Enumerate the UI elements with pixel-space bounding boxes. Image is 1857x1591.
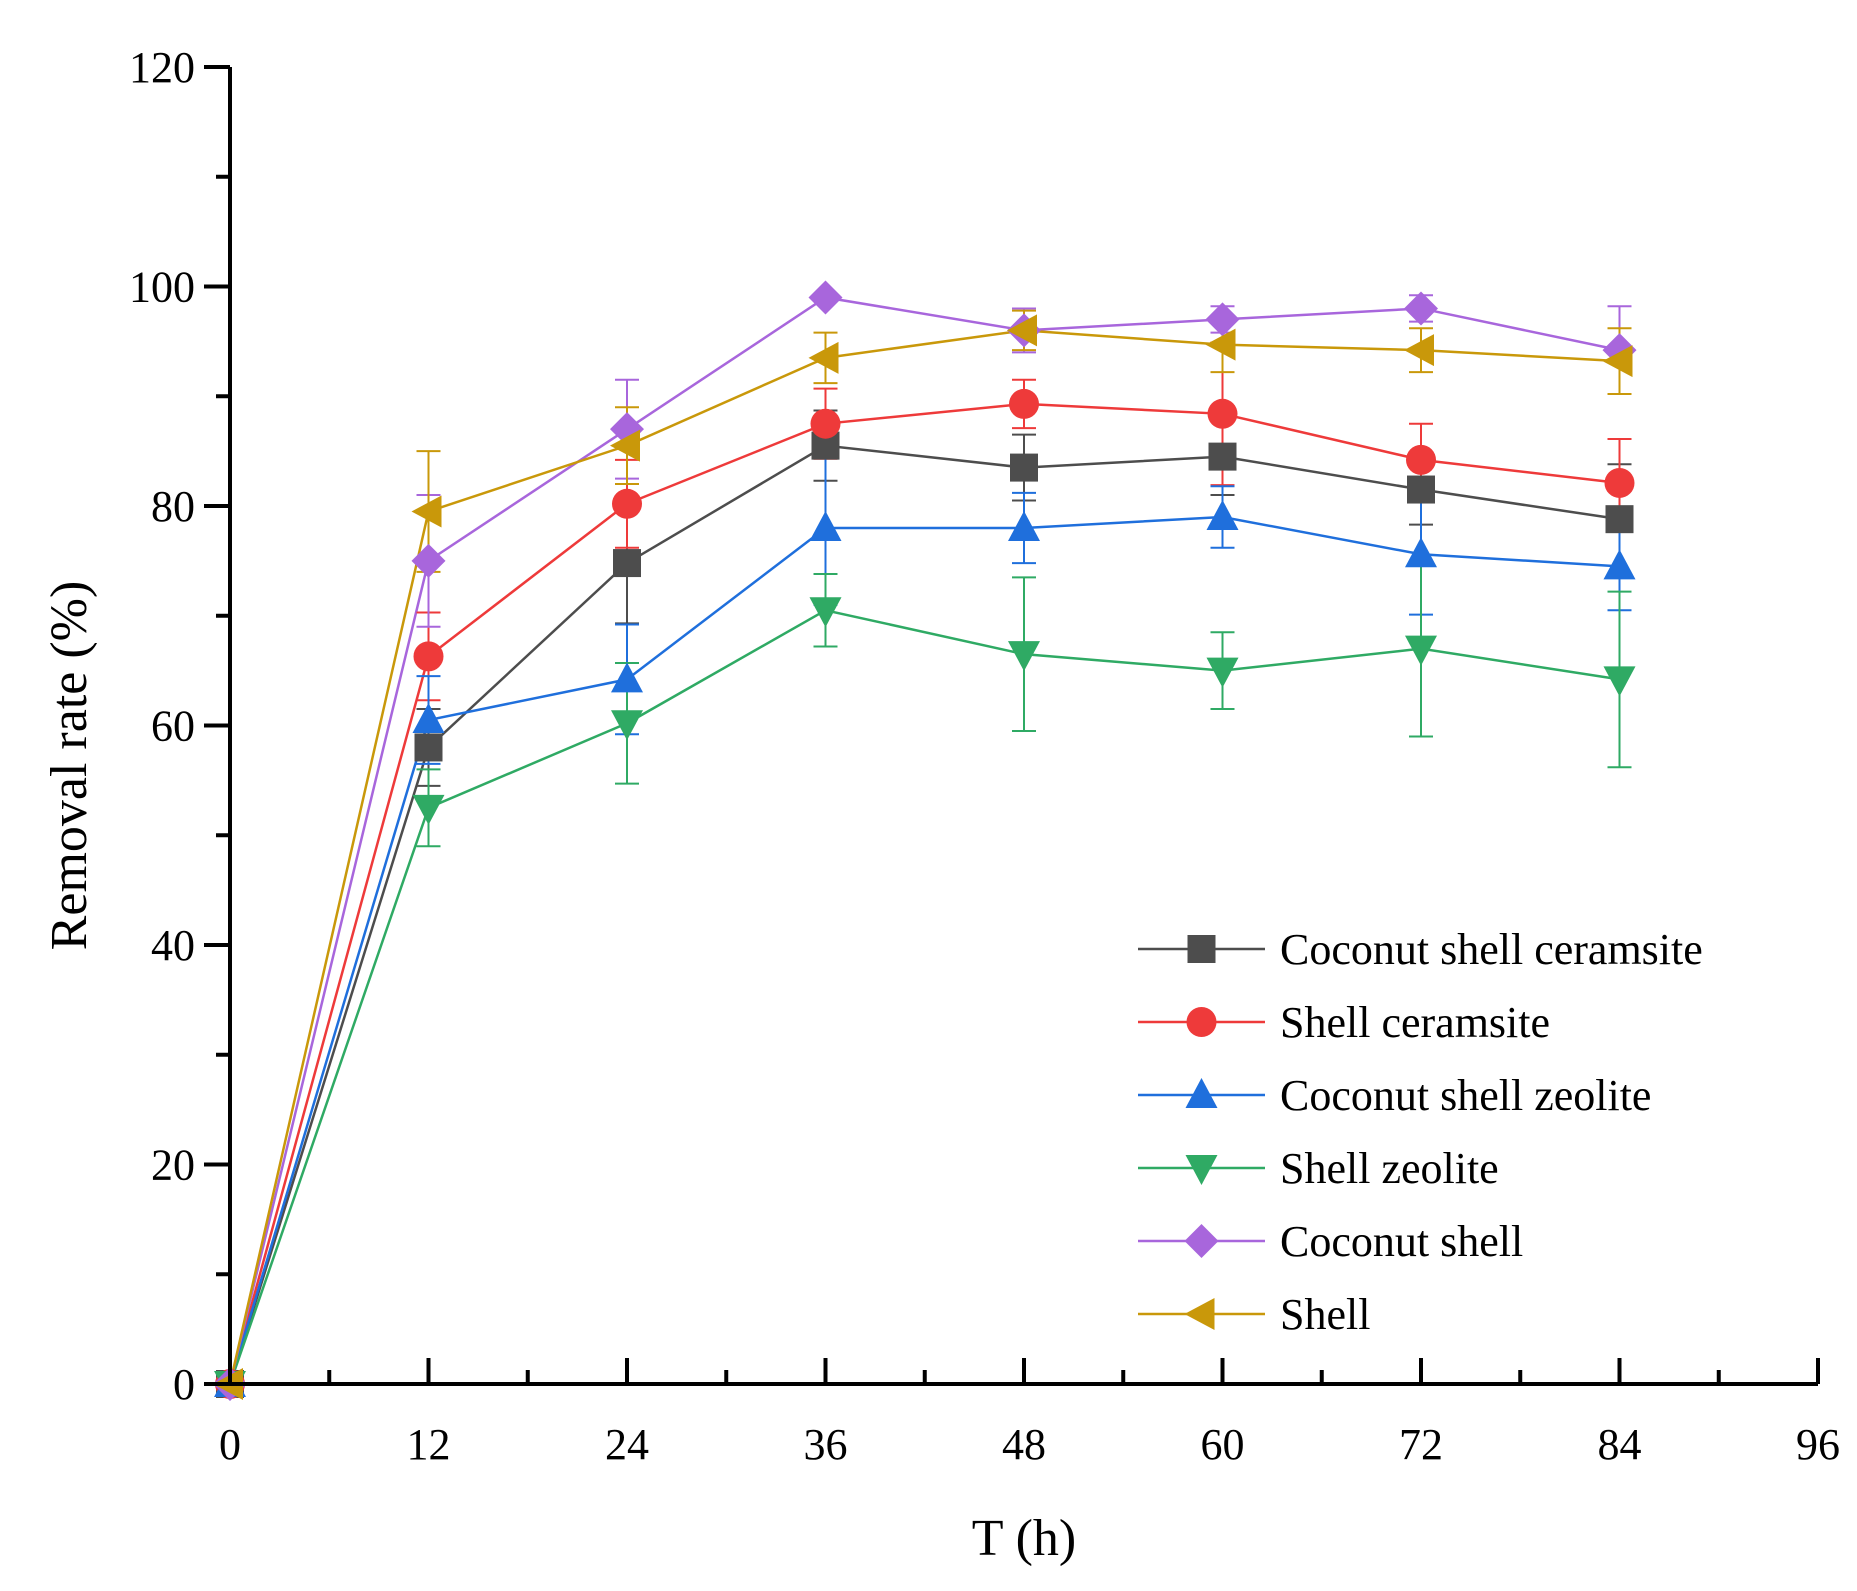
x-tick-label: 24	[605, 1420, 649, 1469]
legend: Coconut shell ceramsite Shell ceramsite Co…	[1138, 925, 1703, 1339]
series-line	[228, 402, 1620, 1385]
legend-label: Coconut shell ceramsite	[1280, 925, 1703, 974]
data-point	[411, 495, 442, 528]
legend-label: Coconut shell zeolite	[1280, 1071, 1651, 1120]
series-line	[228, 329, 1620, 1385]
data-point	[809, 597, 842, 628]
y-tick-label: 80	[151, 482, 195, 531]
data-point	[412, 794, 445, 825]
data-point	[413, 641, 444, 672]
data-point	[1009, 388, 1039, 419]
legend-item: Coconut shell	[1138, 1217, 1523, 1266]
legend-item: Coconut shell ceramsite	[1138, 925, 1703, 974]
data-point	[1404, 291, 1438, 326]
data-point	[1405, 537, 1437, 568]
y-tick-label: 100	[129, 263, 195, 312]
data-point	[611, 662, 643, 693]
series-lines	[228, 296, 1620, 1385]
legend-marker	[1184, 1224, 1219, 1258]
x-ticks: 0 12 24 36 48 60 72 84 96	[219, 1358, 1840, 1469]
legend-label: Shell zeolite	[1280, 1144, 1499, 1193]
data-point	[1008, 641, 1040, 672]
data-point	[1602, 345, 1633, 378]
data-point	[411, 543, 446, 578]
data-point	[610, 429, 640, 462]
data-point	[1207, 398, 1238, 429]
y-tick-label: 20	[151, 1141, 195, 1190]
data-point	[1008, 510, 1040, 541]
data-point	[1205, 302, 1240, 337]
data-point	[1603, 549, 1636, 580]
series-line	[228, 608, 1620, 1385]
x-axis-title: T (h)	[972, 1510, 1076, 1567]
data-point	[612, 488, 642, 519]
data-point	[1406, 444, 1436, 475]
data-point	[1603, 666, 1636, 697]
data-point	[1206, 499, 1239, 530]
data-point	[1605, 505, 1634, 534]
series-line	[228, 515, 1620, 1385]
x-tick-label: 96	[1796, 1420, 1840, 1469]
legend-marker	[1185, 1078, 1218, 1108]
data-point	[1206, 657, 1239, 688]
legend-item: Shell zeolite	[1138, 1144, 1499, 1193]
y-ticks: 0 20 40 60 80 100 120	[129, 43, 230, 1409]
data-point	[808, 341, 839, 374]
axes: 0 12 24 36 48 60 72 84 96 0 20 40 60 80 100 120	[129, 43, 1840, 1469]
series-line	[228, 296, 1620, 1385]
data-point	[1208, 442, 1237, 471]
y-tick-label: 60	[151, 702, 195, 751]
data-point	[1404, 334, 1434, 367]
legend-label: Shell ceramsite	[1280, 998, 1550, 1047]
legend-item: Shell ceramsite	[1138, 998, 1550, 1047]
legend-item: Shell	[1138, 1290, 1370, 1339]
legend-marker	[1186, 1007, 1217, 1037]
legend-marker	[1185, 1155, 1218, 1185]
error-bars	[416, 294, 1632, 848]
x-tick-label: 84	[1598, 1420, 1642, 1469]
data-point	[1010, 453, 1038, 482]
legend-item: Coconut shell zeolite	[1138, 1071, 1651, 1120]
y-axis-title: Removal rate (%)	[41, 581, 98, 951]
y-tick-label: 40	[151, 921, 195, 970]
data-point	[1205, 328, 1236, 361]
data-point	[1604, 467, 1635, 498]
series-line	[228, 444, 1620, 1385]
y-tick-label: 0	[173, 1360, 195, 1409]
data-point	[414, 733, 443, 762]
y-tick-label: 120	[129, 43, 195, 92]
data-point	[1007, 314, 1037, 347]
data-point	[808, 280, 843, 315]
x-tick-label: 0	[219, 1420, 241, 1469]
data-point	[611, 710, 643, 741]
x-tick-label: 36	[804, 1420, 848, 1469]
legend-label: Coconut shell	[1280, 1217, 1523, 1266]
data-point	[810, 408, 841, 439]
data-point	[1407, 475, 1435, 504]
legend-label: Shell	[1280, 1290, 1370, 1339]
legend-marker	[1187, 935, 1216, 963]
x-tick-label: 12	[407, 1420, 451, 1469]
data-point	[1405, 635, 1437, 666]
data-point	[613, 549, 641, 578]
data-markers	[213, 280, 1637, 1401]
x-tick-label: 48	[1002, 1420, 1046, 1469]
x-tick-label: 72	[1399, 1420, 1443, 1469]
x-tick-label: 60	[1201, 1420, 1245, 1469]
data-point	[412, 703, 445, 734]
data-point	[809, 510, 842, 541]
legend-marker	[1184, 1298, 1215, 1330]
